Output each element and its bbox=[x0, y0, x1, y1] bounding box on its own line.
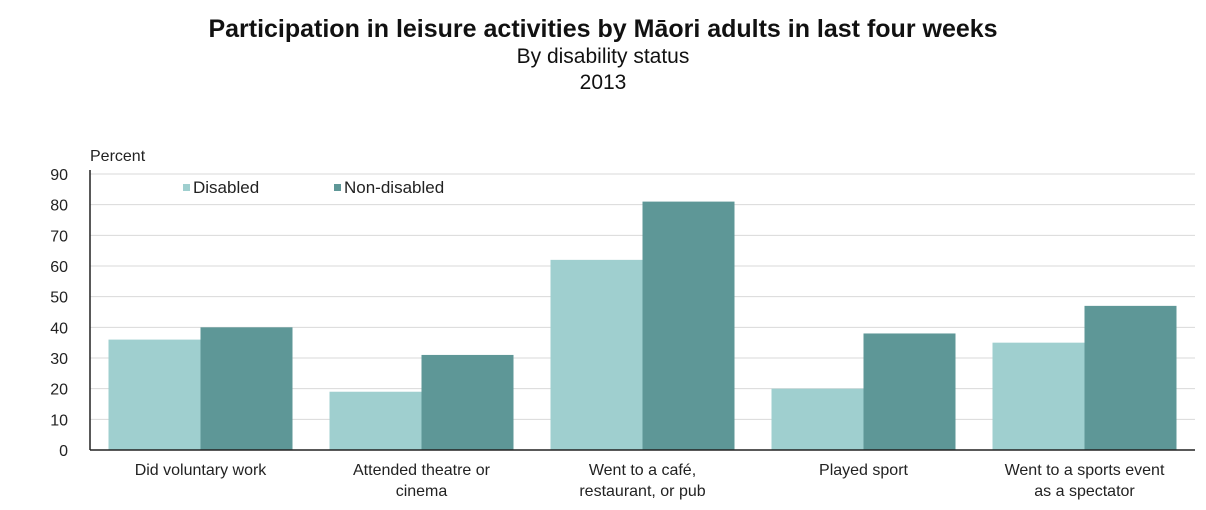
legend-swatch bbox=[334, 184, 341, 191]
y-tick-label: 70 bbox=[50, 228, 68, 245]
category-label-line: Played sport bbox=[819, 462, 908, 479]
chart-titles: Participation in leisure activities by M… bbox=[0, 14, 1206, 96]
y-tick-label: 0 bbox=[59, 443, 68, 460]
legend-label: Non-disabled bbox=[344, 178, 444, 197]
chart-subtitle: By disability status bbox=[516, 45, 690, 68]
bar-disabled-0 bbox=[108, 339, 201, 450]
category-label-line: restaurant, or pub bbox=[579, 483, 705, 500]
y-tick-label: 90 bbox=[50, 167, 68, 184]
bar-disabled-4 bbox=[992, 342, 1085, 450]
category-label: Went to a café, restaurant, or pub bbox=[579, 462, 705, 500]
legend-swatch bbox=[183, 184, 190, 191]
bar-non-disabled-0 bbox=[200, 327, 293, 450]
category-label-line: as a spectator bbox=[1034, 483, 1135, 500]
legend-label: Disabled bbox=[193, 178, 259, 197]
bar-non-disabled-4 bbox=[1084, 305, 1177, 450]
y-tick-label: 10 bbox=[50, 412, 68, 429]
category-label: Attended theatre or cinema bbox=[353, 462, 491, 500]
y-tick-label: 30 bbox=[50, 351, 68, 368]
y-tick-label: 40 bbox=[50, 320, 68, 337]
bar-non-disabled-1 bbox=[421, 354, 514, 450]
category-label-line: cinema bbox=[396, 483, 448, 500]
chart-year: 2013 bbox=[579, 71, 627, 94]
y-tick-label: 60 bbox=[50, 259, 68, 276]
category-label-line: Did voluntary work bbox=[135, 462, 268, 479]
category-label-line: Went to a café, bbox=[589, 462, 696, 479]
category-label: Did voluntary work bbox=[135, 462, 268, 479]
bar-non-disabled-3 bbox=[863, 333, 956, 450]
bar-disabled-2 bbox=[550, 259, 643, 450]
bar-disabled-1 bbox=[329, 391, 422, 450]
bar-disabled-3 bbox=[771, 388, 864, 450]
chart-title: Participation in leisure activities by M… bbox=[208, 15, 998, 43]
bar-non-disabled-2 bbox=[642, 201, 735, 450]
y-tick-label: 20 bbox=[50, 382, 68, 399]
y-tick-label: 50 bbox=[50, 290, 68, 307]
y-axis-label: Percent bbox=[90, 148, 146, 165]
category-label-line: Went to a sports event bbox=[1005, 462, 1165, 479]
category-label: Went to a sports event as a spectator bbox=[1005, 462, 1165, 500]
category-label-line: Attended theatre or bbox=[353, 462, 491, 479]
category-label: Played sport bbox=[819, 462, 908, 479]
y-tick-label: 80 bbox=[50, 198, 68, 215]
